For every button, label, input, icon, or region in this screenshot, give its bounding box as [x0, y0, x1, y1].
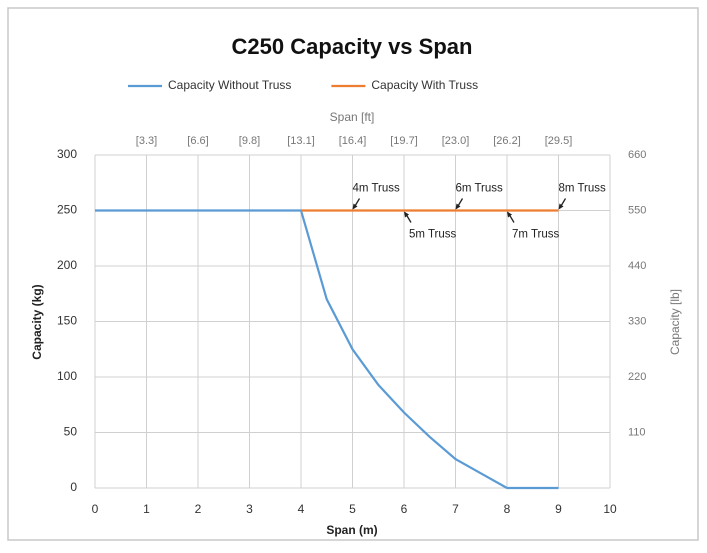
x-tick-label: 6 [401, 502, 408, 516]
y2-tick-label: 110 [628, 426, 646, 438]
x-tick-label: 0 [92, 502, 99, 516]
x2-tick-label: [3.3] [136, 135, 157, 147]
y-axis-title: Capacity (kg) [30, 284, 44, 359]
x2-tick-label: [13.1] [287, 135, 315, 147]
y-tick-label: 200 [57, 258, 77, 272]
annotation-label: 5m Truss [409, 229, 457, 241]
annotation-arrowhead [455, 203, 461, 210]
legend-label: Capacity With Truss [371, 78, 478, 92]
y-tick-label: 50 [64, 425, 78, 439]
y-tick-label: 150 [57, 314, 77, 328]
annotation-label: 6m Truss [456, 183, 504, 195]
x-tick-label: 8 [504, 502, 511, 516]
series-line [95, 209, 559, 490]
x2-tick-label: [29.5] [545, 135, 573, 147]
y-tick-label: 250 [57, 203, 77, 217]
x2-tick-label: [19.7] [390, 135, 418, 147]
x2-tick-label: [23.0] [442, 135, 470, 147]
y2-tick-label: 220 [628, 371, 646, 383]
y-tick-label: 100 [57, 369, 77, 383]
annotation-arrowhead [404, 211, 409, 218]
x-tick-label: 5 [349, 502, 356, 516]
y2-tick-label: 330 [628, 315, 646, 327]
legend-label: Capacity Without Truss [168, 78, 291, 92]
x-tick-label: 9 [555, 502, 562, 516]
x2-tick-label: [26.2] [493, 135, 521, 147]
y-tick-label: 0 [70, 480, 77, 494]
annotation-label: 7m Truss [512, 229, 560, 241]
x-tick-label: 10 [603, 502, 617, 516]
y2-axis-title: Capacity [lb] [668, 289, 682, 355]
y-tick-label: 300 [57, 147, 77, 161]
chart-title: C250 Capacity vs Span [232, 34, 473, 59]
x-tick-label: 2 [195, 502, 202, 516]
x-axis-title: Span (m) [326, 523, 377, 537]
x2-tick-label: [16.4] [339, 135, 367, 147]
x-tick-label: 4 [298, 502, 305, 516]
y2-tick-label: 550 [628, 204, 646, 216]
annotation-label: 8m Truss [559, 183, 607, 195]
annotation-arrowhead [352, 203, 358, 210]
annotation-arrowhead [507, 211, 512, 218]
x-tick-label: 3 [246, 502, 253, 516]
x2-tick-label: [6.6] [187, 135, 208, 147]
x2-axis-title: Span [ft] [330, 110, 375, 124]
y2-tick-label: 440 [628, 260, 646, 272]
y2-tick-label: 660 [628, 149, 646, 161]
annotation-arrowhead [558, 203, 564, 210]
x2-tick-label: [9.8] [239, 135, 260, 147]
x-tick-label: 1 [143, 502, 150, 516]
annotation-label: 4m Truss [353, 183, 401, 195]
x-tick-label: 7 [452, 502, 459, 516]
